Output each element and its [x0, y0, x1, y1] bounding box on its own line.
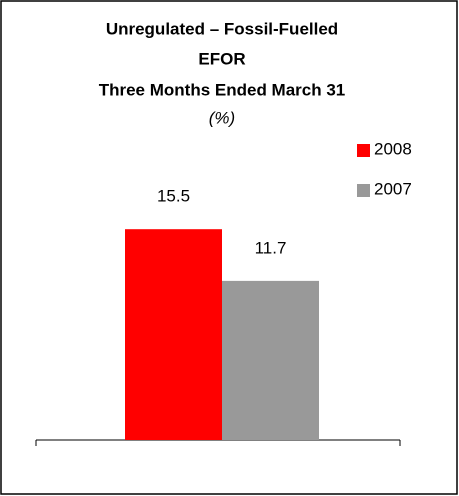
- chart-title: Three Months Ended March 31: [99, 80, 346, 99]
- chart-title: Unregulated – Fossil-Fuelled: [106, 19, 338, 38]
- legend-swatch: [357, 144, 370, 157]
- chart-subtitle: (%): [209, 108, 235, 127]
- legend-label: 2008: [374, 139, 412, 158]
- bar: [222, 280, 319, 440]
- chart-title: EFOR: [198, 49, 245, 68]
- bar: [125, 229, 222, 440]
- data-label: 11.7: [255, 238, 287, 257]
- data-label: 15.5: [157, 187, 190, 206]
- legend-swatch: [357, 184, 370, 197]
- legend-label: 2007: [374, 179, 412, 198]
